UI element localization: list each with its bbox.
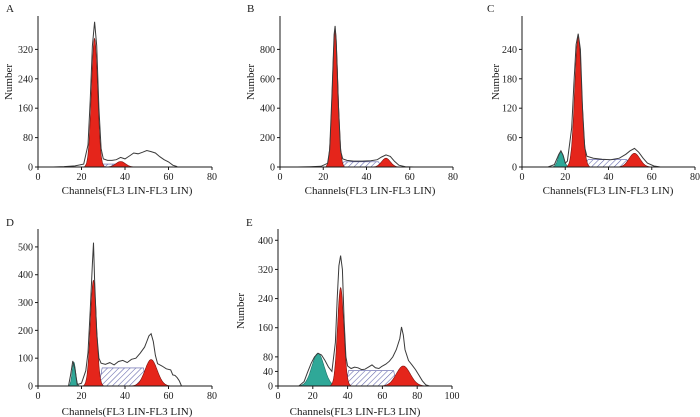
panel-c-y-tick-label: 240 [502, 45, 517, 56]
panel-b-x-tick-label: 40 [362, 172, 372, 183]
panel-a-g1-peak [84, 37, 105, 168]
panel-d-g1-peak [83, 279, 104, 387]
panel-e-y-tick-label: 400 [258, 236, 273, 247]
panel-e-ylabel: Number [235, 293, 247, 329]
panel-b-x-tick-label: 0 [278, 172, 283, 183]
panel-d-x-tick-label: 40 [120, 391, 130, 402]
panel-a-y-tick-label: 240 [18, 74, 33, 85]
panel-b-g1-peak [325, 29, 345, 168]
panel-a-x-tick-label: 80 [207, 172, 217, 183]
panel-e-y-tick-label: 80 [263, 352, 273, 363]
panel-d-y-tick-label: 400 [18, 270, 33, 281]
panel-c-g2m-peak [616, 153, 653, 168]
panel-c-plot: 0 20 40 60 80 0 60 120 180 240 [502, 16, 700, 183]
panel-a: A Number Channels(FL3 LIN-FL3 LIN) 0 20 40… [3, 3, 217, 197]
panel-e-xlabel: Channels(FL3 LIN-FL3 LIN) [290, 406, 421, 417]
panel-b-g2m-peak [371, 157, 401, 168]
panel-c-xlabel: Channels(FL3 LIN-FL3 LIN) [543, 185, 674, 197]
panel-e-g1-peak [330, 286, 351, 387]
panel-e-g2m-peak [380, 365, 426, 387]
panel-c-x-tick-label: 20 [560, 172, 570, 183]
panel-c-y-tick-label: 0 [512, 163, 517, 174]
panel-e-plot: 0 20 40 60 80 100 0 40 80 160 240 320 400 [258, 229, 460, 402]
panel-e-letter: E [246, 217, 253, 229]
panel-d-g2m-peak [131, 359, 171, 387]
panel-b-s-phase-area [340, 161, 383, 168]
panel-d-y-tick-label: 0 [28, 382, 33, 393]
panel-a-y-tick-label: 320 [18, 45, 33, 56]
panel-c-x-tick-label: 0 [520, 172, 525, 183]
panel-d: D Channels(FL3 LIN-FL3 LIN) 0 20 40 60 80 0 10… [6, 217, 217, 417]
panel-b-y-tick-label: 600 [260, 74, 275, 85]
panel-e-y-tick-label: 40 [263, 367, 273, 378]
panel-d-x-tick-label: 60 [164, 391, 174, 402]
panel-a-y-tick-label: 0 [28, 163, 33, 174]
panel-a-x-tick-label: 60 [164, 172, 174, 183]
panel-b-xlabel: Channels(FL3 LIN-FL3 LIN) [305, 185, 436, 197]
panel-b-y-tick-label: 400 [260, 104, 275, 115]
panel-d-y-tick-label: 200 [18, 326, 33, 337]
panel-e: E Number Channels(FL3 LIN-FL3 LIN) 0 20 40… [235, 217, 460, 417]
panel-d-letter: D [6, 217, 14, 229]
panel-a-x-tick-label: 20 [77, 172, 87, 183]
panel-c-y-tick-label: 60 [507, 133, 517, 144]
panel-e-x-tick-label: 20 [308, 391, 318, 402]
panel-c-ylabel: Number [490, 64, 502, 100]
panel-b-histogram-outline [297, 25, 415, 168]
panel-a-x-tick-label: 40 [120, 172, 130, 183]
panel-a-plot: 0 20 40 60 80 0 80 160 240 320 [18, 16, 217, 183]
panel-d-x-tick-label: 20 [77, 391, 87, 402]
panel-c-x-tick-label: 80 [690, 172, 700, 183]
panel-e-x-tick-label: 0 [276, 391, 281, 402]
panel-d-x-tick-label: 0 [36, 391, 41, 402]
panel-a-y-tick-label: 160 [18, 104, 33, 115]
panel-d-histogram-outline [68, 242, 182, 387]
panel-d-y-tick-label: 500 [18, 242, 33, 253]
panel-a-letter: A [6, 3, 14, 15]
panel-b-ylabel: Number [245, 64, 257, 100]
panel-b-y-tick-label: 0 [270, 163, 275, 174]
panel-c-x-tick-label: 40 [604, 172, 614, 183]
panel-a-ylabel: Number [3, 64, 15, 100]
panel-a-x-tick-label: 0 [36, 172, 41, 183]
panel-a-histogram-outline [53, 21, 178, 168]
panel-b-letter: B [247, 3, 254, 15]
panel-d-y-tick-label: 100 [18, 354, 33, 365]
panel-e-y-tick-label: 160 [258, 323, 273, 334]
panel-b-x-tick-label: 60 [405, 172, 415, 183]
panel-a-xlabel: Channels(FL3 LIN-FL3 LIN) [62, 185, 193, 197]
panel-b-x-tick-label: 80 [448, 172, 458, 183]
panel-d-plot: 0 20 40 60 80 0 100 200 300 400 500 [18, 229, 217, 402]
panel-a-y-tick-label: 80 [23, 133, 33, 144]
panel-c-y-tick-label: 180 [502, 74, 517, 85]
panel-e-x-tick-label: 100 [445, 391, 460, 402]
panel-c-g1-peak [566, 36, 590, 168]
panel-e-histogram-outline [298, 255, 430, 387]
panel-e-x-tick-label: 80 [412, 391, 422, 402]
panel-d-xlabel: Channels(FL3 LIN-FL3 LIN) [62, 406, 193, 417]
panel-b-y-tick-label: 800 [260, 45, 275, 56]
panel-e-y-tick-label: 240 [258, 294, 273, 305]
panel-e-x-tick-label: 60 [377, 391, 387, 402]
panel-c-y-tick-label: 120 [502, 104, 517, 115]
panel-c-x-tick-label: 60 [647, 172, 657, 183]
panel-c-histogram-outline [547, 33, 661, 168]
panel-b-x-tick-label: 20 [318, 172, 328, 183]
panel-d-x-tick-label: 80 [207, 391, 217, 402]
panel-c-letter: C [487, 3, 494, 15]
panel-d-y-tick-label: 300 [18, 298, 33, 309]
panel-e-y-tick-label: 320 [258, 265, 273, 276]
panel-e-y-tick-label: 0 [268, 382, 273, 393]
panel-b-y-tick-label: 200 [260, 133, 275, 144]
panel-c: C Number Channels(FL3 LIN-FL3 LIN) 0 20 40… [487, 3, 700, 197]
panel-e-x-tick-label: 40 [343, 391, 353, 402]
panel-b: B Number Channels(FL3 LIN-FL3 LIN) 0 20 40… [245, 3, 458, 197]
